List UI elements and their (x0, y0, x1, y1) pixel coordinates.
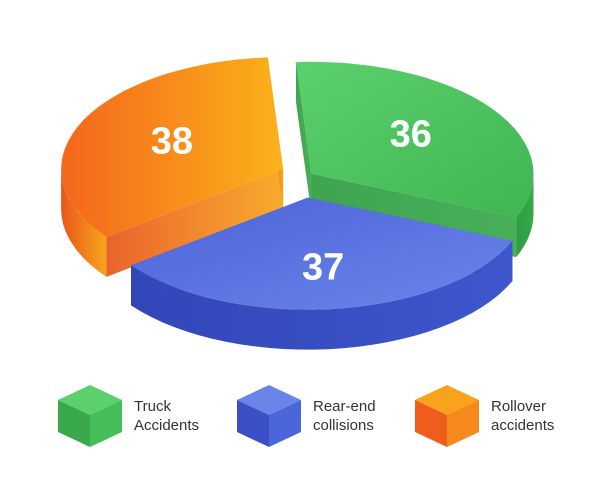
blue-cube-icon (237, 385, 301, 447)
legend-label-rollover-accidents: Rollover accidents (491, 397, 591, 435)
pie-value-labels: 36 38 37 (151, 113, 432, 288)
green-cube-icon (58, 385, 122, 447)
pie-slice-cut (296, 62, 312, 214)
legend-label-truck-accidents: Truck Accidents (134, 397, 234, 435)
pie-slice-top (131, 197, 513, 310)
legend-label-line: collisions (313, 417, 374, 434)
pie-chart: 36 38 37 (61, 57, 534, 350)
pie-slice-top (296, 61, 534, 218)
slice-value-label-truck-accidents: 36 (390, 113, 432, 155)
orange-cube-icon (415, 385, 479, 447)
pie-slice-rear-end-collisions (131, 197, 513, 350)
legend-label-rear-end-collisions: Rear-end collisions (313, 397, 413, 435)
pie-slice-side (61, 169, 107, 277)
pie-slice-side (516, 173, 534, 258)
pie-slice-top (61, 57, 284, 237)
pie-slice-cut (106, 169, 284, 277)
slice-value-label-rollover-accidents: 38 (151, 120, 193, 162)
pie-slice-side (131, 241, 513, 350)
slice-value-label-rear-end-collisions: 37 (302, 247, 344, 289)
legend-label-line: Truck (134, 398, 171, 415)
pie-slice-rollover-accidents (61, 57, 284, 277)
legend-label-line: Rollover (491, 398, 547, 415)
pie-slices (61, 57, 534, 350)
legend-label-line: Accidents (134, 417, 200, 434)
legend-label-line: accidents (491, 417, 555, 434)
legend: Truck Accidents Rear-end collisions Roll… (0, 383, 610, 453)
legend-label-line: Rear-end (313, 398, 376, 415)
